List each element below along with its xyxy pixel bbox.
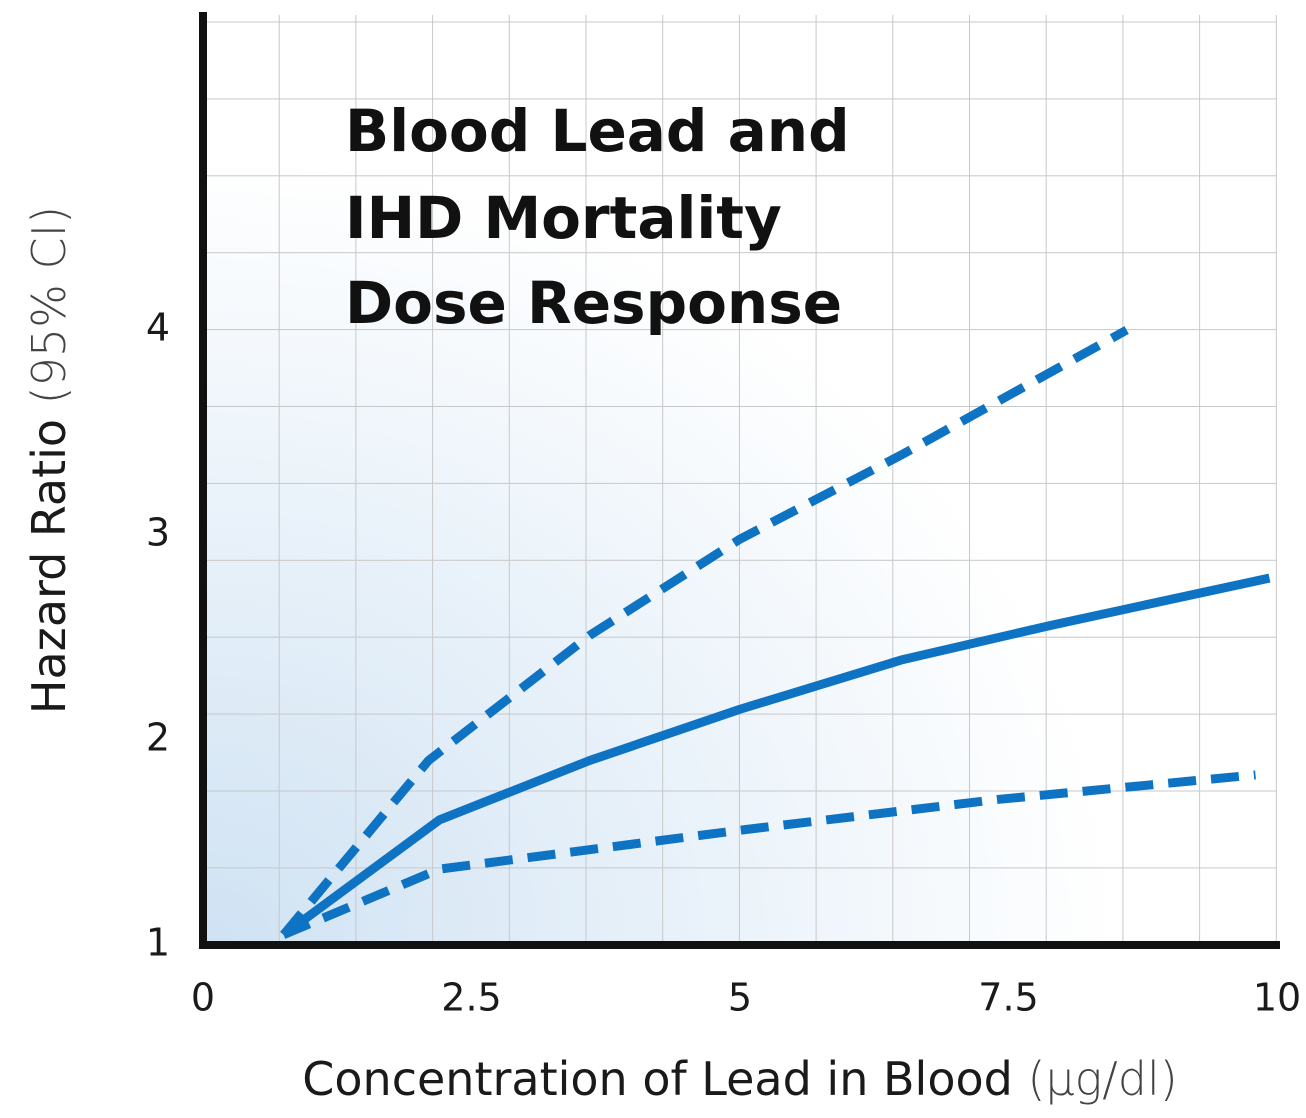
- x-tick-label: 0: [191, 976, 215, 1020]
- x-axis-title: Concentration of Lead in Blood: [302, 1052, 1013, 1106]
- y-axis-unit: (95% CI): [22, 206, 76, 404]
- dashed-line: [281, 770, 1256, 939]
- y-tick-label: 4: [146, 306, 170, 350]
- line: [280, 573, 1271, 939]
- title-line: IHD Mortality: [345, 184, 782, 252]
- y-axis-title: Hazard Ratio: [22, 419, 76, 714]
- y-tick-label: 3: [146, 511, 170, 555]
- x-axis-label: Concentration of Lead in Blood (µg/dl): [302, 1052, 1177, 1106]
- y-tick-label: 2: [146, 716, 170, 760]
- title-line: Blood Lead and: [345, 97, 850, 165]
- x-tick-label: 2.5: [441, 976, 501, 1020]
- x-tick-label: 10: [1253, 976, 1301, 1020]
- x-tick-label: 5: [728, 976, 752, 1020]
- title: Blood Lead and IHD Mortality Dose Respon…: [345, 97, 850, 337]
- dashed-line: [280, 326, 1129, 938]
- y-axis-label: Hazard Ratio (95% CI): [22, 206, 76, 714]
- x-tick-label: 7.5: [978, 976, 1038, 1020]
- x-axis-unit: (µg/dl): [1027, 1052, 1177, 1106]
- title-line: Dose Response: [345, 269, 842, 337]
- y-tick-label: 1: [146, 921, 170, 965]
